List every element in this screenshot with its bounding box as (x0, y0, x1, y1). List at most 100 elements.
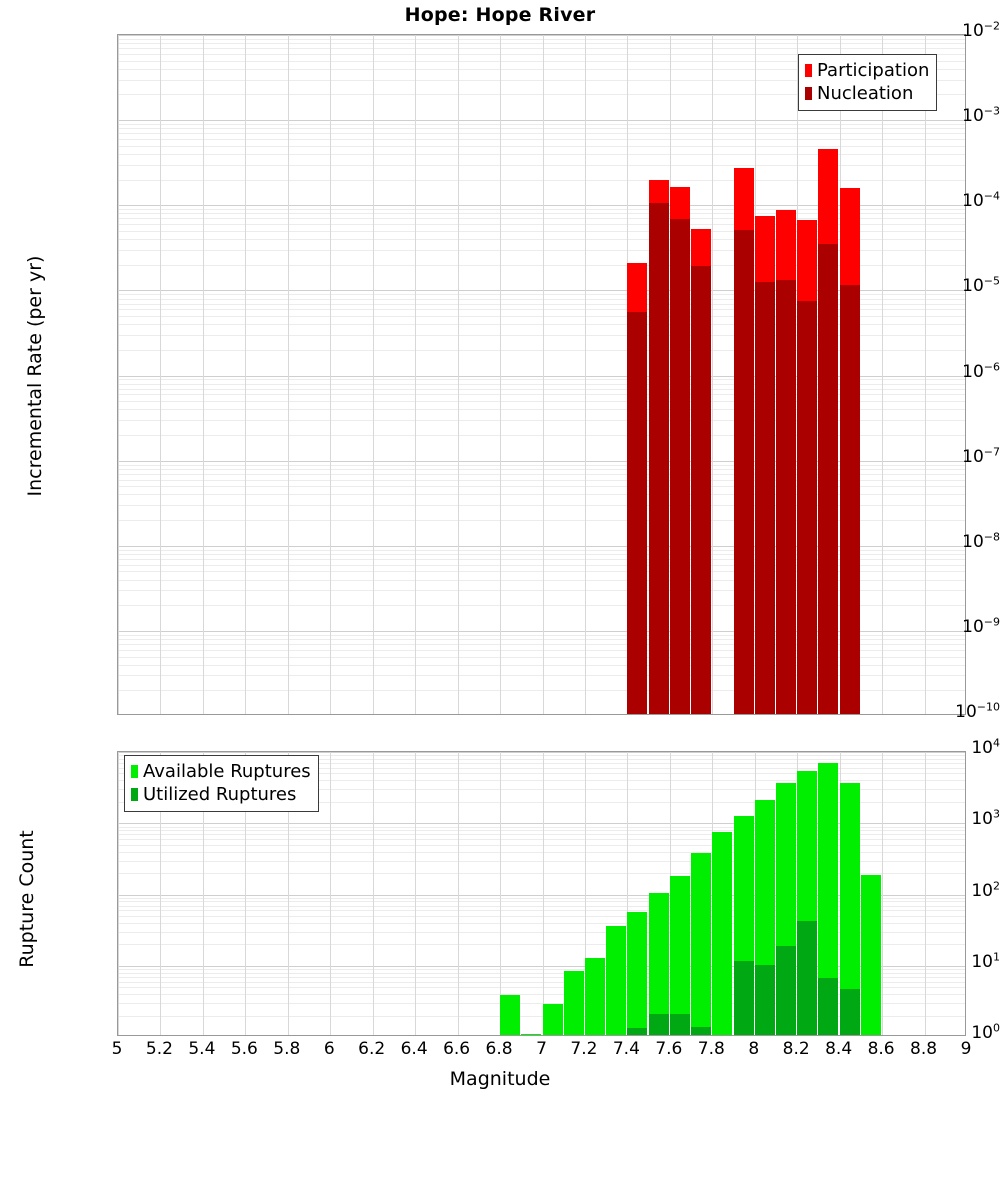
bar-sub-segment (776, 945, 796, 1035)
bar (669, 876, 690, 1035)
top-legend: Participation Nucleation (798, 54, 938, 111)
legend-label: Participation (817, 59, 930, 81)
x-tick-label: 6 (323, 1039, 335, 1059)
bar (733, 167, 754, 714)
x-tick-label: 6.2 (358, 1039, 386, 1059)
bar-sub-segment (776, 280, 796, 714)
x-tick-label: 5.8 (273, 1039, 301, 1059)
bar-sub-segment (648, 203, 669, 714)
bar (754, 216, 775, 714)
y-tick-label: 10−10 (955, 700, 1000, 722)
x-tick-label: 8.8 (910, 1039, 938, 1059)
legend-item-nucleation: Nucleation (805, 82, 929, 105)
bar (839, 783, 860, 1035)
y-tick-label: 10−3 (962, 104, 1000, 127)
y-tick-label: 10−5 (962, 274, 1000, 297)
x-tick-label: 5.6 (230, 1039, 258, 1059)
x-tick-label: 9 (960, 1039, 972, 1059)
rupture-count-plot (117, 751, 966, 1036)
bar (563, 971, 584, 1035)
legend-item-utilized-ruptures: Utilized Ruptures (131, 783, 311, 806)
bar (542, 1004, 563, 1035)
bar (691, 228, 712, 714)
x-tick-label: 6.6 (443, 1039, 471, 1059)
bottom-bars-layer (118, 752, 965, 1035)
bar (521, 1033, 542, 1035)
top-gridlines (118, 35, 965, 714)
y-tick-label: 10−8 (962, 530, 1000, 552)
y-tick-label: 10−9 (962, 615, 1000, 637)
y-tick-label: 104 (971, 736, 1000, 758)
y-tick-label: 102 (971, 878, 1000, 901)
bar (776, 782, 796, 1035)
x-tick-label: 5 (111, 1039, 123, 1059)
y-tick-label: 10−7 (962, 444, 1000, 467)
x-tick-label: 7.8 (697, 1039, 725, 1059)
bar-sub-segment (733, 229, 754, 714)
x-tick-label: 7.6 (655, 1039, 683, 1059)
x-tick-label: 8.6 (867, 1039, 895, 1059)
participation-swatch (805, 64, 812, 77)
nucleation-swatch (805, 87, 812, 100)
x-tick-label: 6.8 (485, 1039, 513, 1059)
bar (818, 763, 839, 1035)
bar-sub-segment (754, 281, 775, 714)
bar-sub-segment (627, 311, 648, 714)
y-tick-label: 103 (971, 807, 1000, 830)
bar (839, 188, 860, 714)
bar-sub-segment (669, 1013, 690, 1035)
bottom-legend: Available Ruptures Utilized Ruptures (124, 755, 319, 812)
bottom-y-axis-title: Rupture Count (16, 830, 38, 968)
bar (691, 853, 712, 1035)
bar (818, 148, 839, 714)
bar (669, 187, 690, 714)
x-tick-label: 7 (536, 1039, 547, 1059)
y-tick-label: 10−6 (962, 359, 1000, 382)
bar-sub-segment (691, 265, 712, 714)
x-tick-label: 5.4 (188, 1039, 216, 1059)
legend-label: Utilized Ruptures (143, 783, 297, 805)
legend-label: Nucleation (817, 82, 914, 104)
bar-sub-segment (797, 300, 818, 714)
bar (648, 179, 669, 714)
bar (500, 995, 520, 1035)
x-tick-label: 6.4 (400, 1039, 428, 1059)
x-tick-label: 7.2 (570, 1039, 598, 1059)
bar (797, 770, 818, 1035)
top-bars-layer (118, 35, 965, 714)
legend-label: Available Ruptures (143, 760, 311, 782)
bar (712, 832, 733, 1035)
bar (776, 210, 796, 714)
legend-item-available-ruptures: Available Ruptures (131, 760, 311, 783)
page-title: Hope: Hope River (404, 4, 596, 26)
bar-sub-segment (839, 284, 860, 714)
x-tick-label: 7.4 (612, 1039, 640, 1059)
available-ruptures-swatch (131, 765, 138, 778)
bar-sub-segment (839, 989, 860, 1035)
legend-item-participation: Participation (805, 59, 929, 82)
y-tick-label: 100 (971, 1021, 1000, 1043)
bar-sub-segment (669, 219, 690, 714)
bar (797, 220, 818, 714)
bar-sub-segment (733, 960, 754, 1035)
bar-sub-segment (818, 978, 839, 1035)
x-tick-label: 5.2 (145, 1039, 173, 1059)
bar-sub-segment (691, 1026, 712, 1035)
bar (606, 925, 627, 1035)
x-tick-label: 8.4 (825, 1039, 853, 1059)
bar (585, 958, 605, 1035)
bar-sub-segment (797, 920, 818, 1035)
utilized-ruptures-swatch (131, 788, 138, 801)
bar (733, 815, 754, 1035)
bar-sub-segment (818, 244, 839, 714)
y-tick-label: 101 (971, 950, 1000, 972)
y-tick-label: 10−2 (962, 19, 1000, 41)
bar (627, 912, 648, 1035)
y-tick-label: 10−4 (962, 189, 1000, 212)
x-tick-label: 8 (748, 1039, 760, 1059)
bar-sub-segment (754, 965, 775, 1035)
bar (860, 875, 881, 1035)
x-tick-label: 8.2 (782, 1039, 810, 1059)
bar-sub-segment (648, 1013, 669, 1035)
bar (754, 799, 775, 1035)
